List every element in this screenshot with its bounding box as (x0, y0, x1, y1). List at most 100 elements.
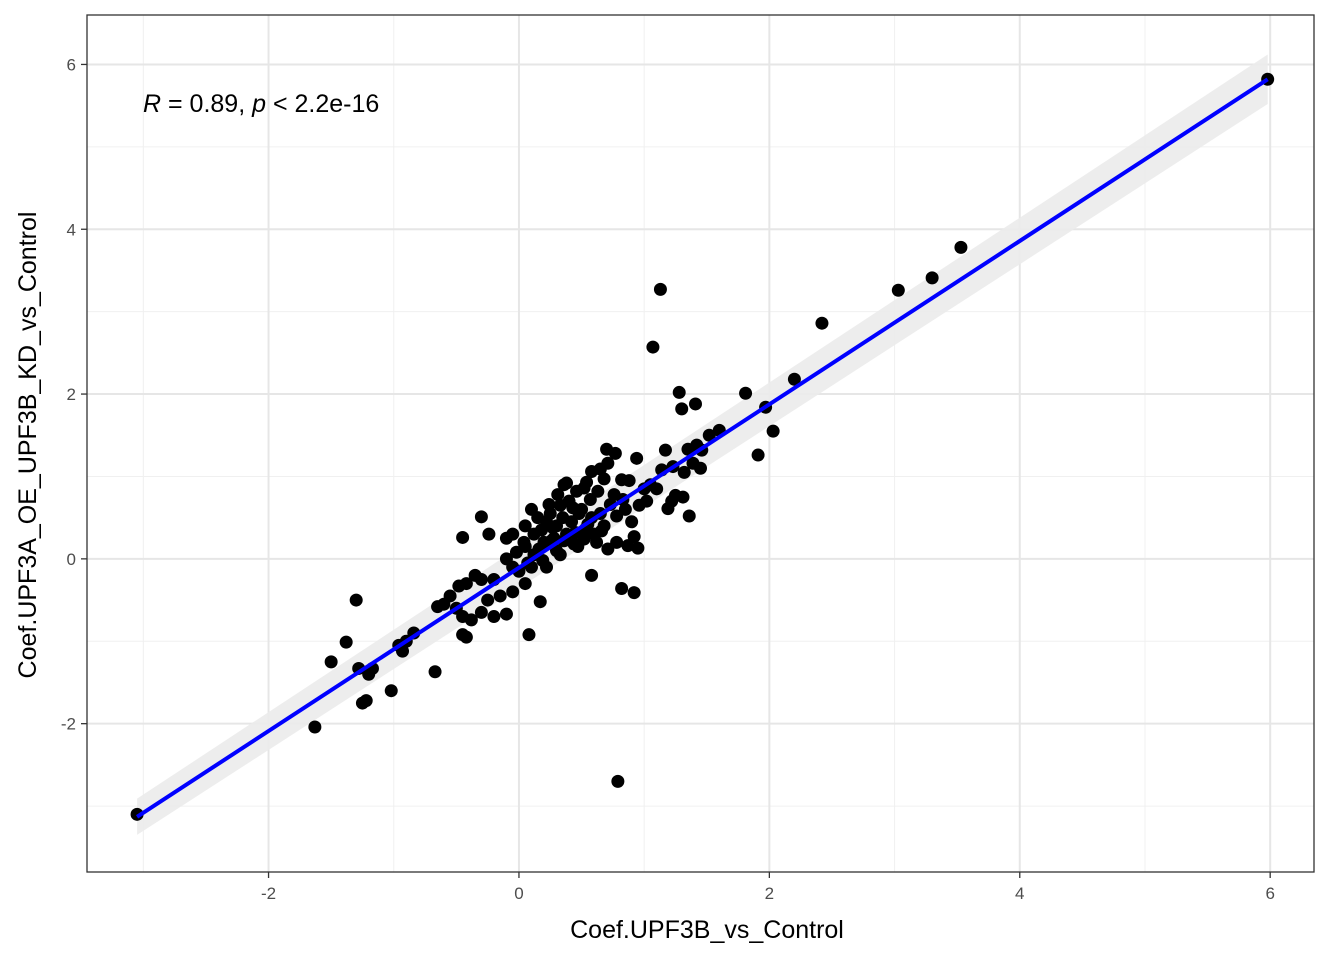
data-point (542, 497, 556, 511)
data-point (499, 607, 513, 621)
y-tick-label: 0 (67, 550, 76, 569)
data-point (575, 502, 589, 516)
data-point (595, 524, 609, 538)
data-point (339, 635, 353, 649)
x-tick-label: 2 (765, 884, 774, 903)
data-point (349, 593, 363, 607)
data-point (355, 696, 369, 710)
data-point (787, 372, 801, 386)
data-point (676, 490, 690, 504)
data-point (585, 465, 599, 479)
data-point (625, 515, 639, 529)
data-point (533, 595, 547, 609)
y-tick-label: 2 (67, 385, 76, 404)
data-point (481, 593, 495, 607)
data-point (553, 498, 567, 512)
data-point (384, 684, 398, 698)
data-point (766, 424, 780, 438)
y-axis-title: Coef.UPF3A_OE_UPF3B_KD_vs_Control (14, 212, 42, 679)
data-point (527, 527, 541, 541)
data-point (493, 589, 507, 603)
data-point (522, 628, 536, 642)
data-point (474, 510, 488, 524)
data-point (650, 482, 664, 496)
data-point (661, 502, 675, 516)
data-point (474, 605, 488, 619)
minor-gridlines (87, 15, 1314, 872)
x-tick-label: 0 (514, 884, 523, 903)
data-point (681, 442, 695, 456)
y-tick-label: 4 (67, 220, 76, 239)
data-point (565, 515, 579, 529)
data-point (630, 451, 644, 465)
data-point (627, 530, 641, 544)
data-point (499, 531, 513, 545)
data-point (627, 586, 641, 600)
data-point (557, 478, 571, 492)
data-point (506, 585, 520, 599)
regression-line-group (135, 77, 1269, 819)
data-point (611, 774, 625, 788)
data-point (954, 240, 968, 254)
data-point (553, 548, 567, 562)
data-point (577, 532, 591, 546)
data-point (482, 527, 496, 541)
data-point (891, 283, 905, 297)
data-point (702, 428, 716, 442)
data-point (517, 535, 531, 549)
data-point (580, 475, 594, 489)
data-point (324, 655, 338, 669)
r-symbol: R (143, 90, 161, 118)
x-tick-label: 4 (1015, 884, 1024, 903)
data-point (570, 484, 584, 498)
data-point (546, 521, 560, 535)
data-point (428, 665, 442, 679)
data-point (308, 720, 322, 734)
data-point (518, 577, 532, 591)
y-tick-label: 6 (67, 55, 76, 74)
data-point (536, 554, 550, 568)
data-point (362, 667, 376, 681)
data-point (622, 474, 636, 488)
data-point (518, 519, 532, 533)
x-axis-title: Coef.UPF3B_vs_Control (570, 916, 844, 944)
data-point (464, 613, 478, 627)
plot-panel-border (86, 14, 1315, 873)
data-point (456, 530, 470, 544)
x-axis-ticks: -2 0 2 4 6 (261, 872, 1275, 903)
data-point (615, 582, 629, 596)
data-point (682, 509, 696, 523)
data-point (658, 443, 672, 457)
p-value-text: < 2.2e-16 (266, 90, 379, 118)
data-point (739, 386, 753, 400)
data-point (597, 472, 611, 486)
data-point (608, 446, 622, 460)
data-point (551, 488, 565, 502)
data-point (672, 385, 686, 399)
data-point (815, 316, 829, 330)
data-point (487, 610, 501, 624)
r-value-text: = 0.89, (161, 90, 252, 118)
data-point (499, 552, 513, 566)
data-point (130, 807, 144, 821)
data-point (646, 340, 660, 354)
data-point (459, 630, 473, 644)
data-point (694, 461, 707, 475)
data-point (567, 537, 581, 551)
data-point (610, 535, 624, 549)
data-point (675, 402, 689, 416)
y-tick-label: -2 (61, 715, 76, 734)
correlation-annotation: R = 0.89, p < 2.2e-16 (143, 90, 379, 118)
data-point (583, 493, 597, 507)
data-point (452, 579, 466, 593)
y-axis-ticks: -2 0 2 4 6 (61, 55, 87, 734)
regression-line (135, 77, 1269, 819)
data-point (591, 484, 605, 498)
data-point (431, 600, 445, 614)
data-point (751, 448, 765, 462)
x-tick-label: -2 (261, 884, 276, 903)
data-point (653, 282, 667, 296)
data-point (509, 545, 523, 559)
data-point (677, 465, 691, 479)
